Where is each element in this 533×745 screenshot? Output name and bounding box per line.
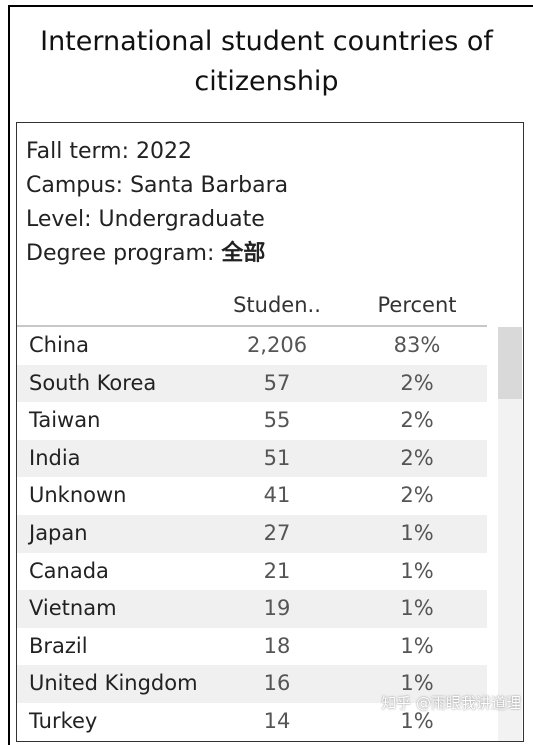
country-cell: South Korea (29, 370, 157, 395)
column-header-percent[interactable]: Percent (377, 293, 457, 317)
country-cell: China (29, 333, 89, 357)
table-body: China 2,206 83% South Korea 57 2% Taiwan… (17, 327, 487, 741)
watermark-text: 知乎 @雨眼我讲道理 (381, 694, 521, 712)
table-row[interactable]: South Korea 57 2% (17, 364, 487, 403)
filter-label: Campus: (26, 173, 124, 198)
students-cell: 27 (263, 520, 291, 545)
outer-frame (8, 5, 533, 745)
students-cell: 51 (263, 445, 291, 470)
country-cell: Canada (29, 558, 109, 583)
table-row[interactable]: Vietnam 19 1% (17, 590, 487, 628)
percent-cell: 2% (400, 445, 434, 470)
vertical-scrollbar[interactable] (498, 327, 522, 741)
students-cell: 14 (263, 708, 291, 733)
percent-cell: 2% (400, 483, 434, 508)
filter-degree-program: Degree program: 全部 (26, 237, 288, 271)
percent-cell: 2% (400, 370, 434, 395)
percent-cell: 1% (400, 596, 434, 621)
country-cell: Vietnam (29, 596, 117, 621)
students-cell: 19 (263, 596, 291, 621)
percent-cell: 2% (400, 408, 434, 433)
table-row[interactable]: Japan 27 1% (17, 514, 487, 553)
students-cell: 18 (263, 633, 291, 658)
table-row[interactable]: Unknown 41 2% (17, 477, 487, 515)
filter-summary: Fall term: 2022 Campus: Santa Barbara Le… (26, 135, 288, 271)
filter-label: Fall term: (26, 139, 129, 164)
filter-campus: Campus: Santa Barbara (26, 169, 288, 203)
table-row[interactable]: United Kingdom 16 1% (17, 665, 487, 703)
country-cell: Taiwan (29, 408, 101, 433)
country-cell: Japan (29, 520, 88, 545)
header-divider (17, 325, 487, 327)
data-panel: Fall term: 2022 Campus: Santa Barbara Le… (16, 122, 524, 742)
students-cell: 21 (263, 558, 291, 583)
column-header-students[interactable]: Studen.. (233, 293, 321, 317)
students-cell: 55 (263, 408, 291, 433)
filter-level: Level: Undergraduate (26, 203, 288, 237)
table-row[interactable]: Taiwan 55 2% (17, 402, 487, 440)
percent-cell: 83% (393, 333, 441, 357)
students-cell: 57 (263, 370, 291, 395)
filter-value: 全部 (221, 241, 266, 266)
filter-label: Level: (26, 207, 92, 232)
students-cell: 16 (263, 671, 291, 696)
table-row[interactable]: China 2,206 83% (17, 327, 487, 365)
filter-label: Degree program: (26, 241, 215, 266)
country-cell: India (29, 445, 81, 470)
page-title: International student countries of citiz… (40, 26, 493, 97)
country-cell: Turkey (29, 708, 98, 733)
students-cell: 41 (263, 483, 291, 508)
percent-cell: 1% (400, 558, 434, 583)
filter-value: Undergraduate (98, 207, 265, 232)
percent-cell: 1% (400, 520, 434, 545)
table-row[interactable]: India 51 2% (17, 439, 487, 478)
country-cell: Unknown (29, 483, 127, 508)
filter-value: 2022 (136, 139, 192, 164)
table-row[interactable]: Brazil 18 1% (17, 628, 487, 666)
percent-cell: 1% (400, 671, 434, 696)
filter-value: Santa Barbara (130, 173, 289, 198)
country-cell: United Kingdom (29, 671, 198, 696)
filter-fall-term: Fall term: 2022 (26, 135, 288, 169)
students-cell: 2,206 (246, 333, 308, 357)
scrollbar-thumb[interactable] (498, 327, 522, 399)
table-row[interactable]: Canada 21 1% (17, 553, 487, 591)
percent-cell: 1% (400, 633, 434, 658)
country-cell: Brazil (29, 633, 88, 658)
